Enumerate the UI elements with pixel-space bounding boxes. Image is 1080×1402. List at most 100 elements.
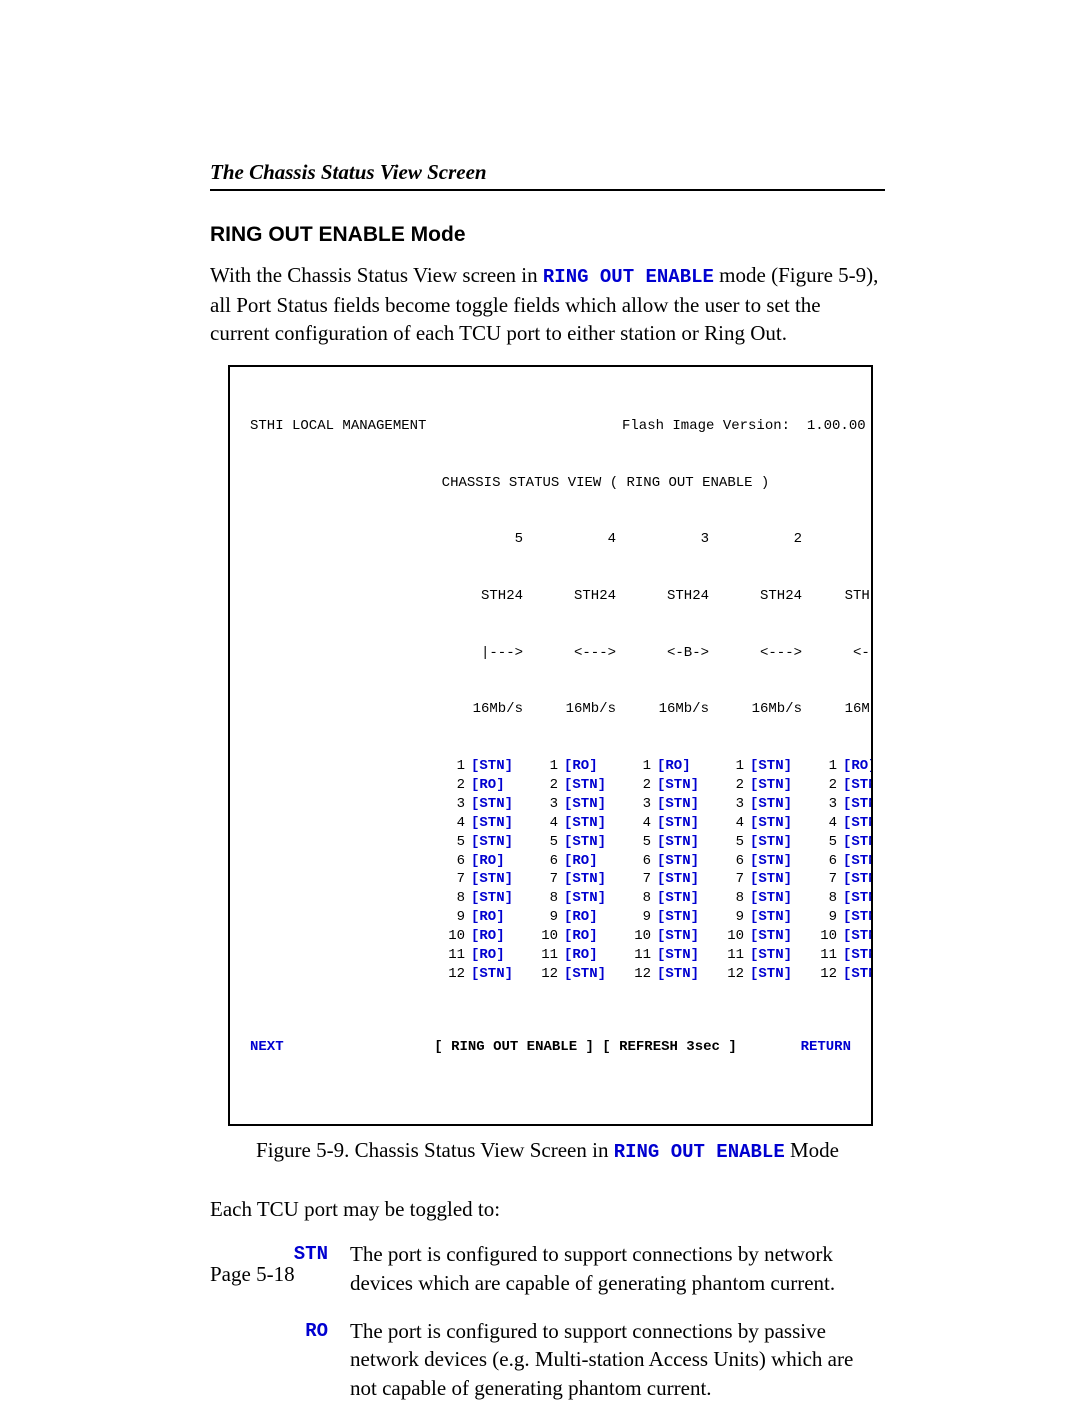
port-value[interactable]: [STN] (471, 870, 523, 889)
port-value[interactable]: [STN] (657, 795, 709, 814)
port-value[interactable]: [STN] (750, 757, 802, 776)
port-cell[interactable]: 11[RO] (523, 946, 616, 965)
port-cell[interactable]: 1[RO] (523, 757, 616, 776)
port-value[interactable]: [STN] (471, 889, 523, 908)
port-value[interactable]: [STN] (750, 927, 802, 946)
port-value[interactable]: [STN] (564, 833, 616, 852)
port-cell[interactable]: 7[STN] (616, 870, 709, 889)
port-cell[interactable]: 10[RO] (523, 927, 616, 946)
port-cell[interactable]: 11[RO] (430, 946, 523, 965)
port-cell[interactable]: 12[STN] (430, 965, 523, 984)
port-cell[interactable]: 7[STN] (523, 870, 616, 889)
port-cell[interactable]: 7[STN] (709, 870, 802, 889)
port-cell[interactable]: 5[STN] (802, 833, 873, 852)
port-value[interactable]: [STN] (471, 833, 523, 852)
port-value[interactable]: [STN] (843, 908, 873, 927)
port-cell[interactable]: 3[STN] (709, 795, 802, 814)
port-value[interactable]: [STN] (843, 814, 873, 833)
port-cell[interactable]: 8[STN] (430, 889, 523, 908)
port-cell[interactable]: 5[STN] (523, 833, 616, 852)
port-value[interactable]: [STN] (750, 776, 802, 795)
port-cell[interactable]: 12[STN] (523, 965, 616, 984)
term-next[interactable]: NEXT (250, 1038, 410, 1057)
port-cell[interactable]: 1[RO] (802, 757, 873, 776)
port-value[interactable]: [STN] (843, 833, 873, 852)
port-cell[interactable]: 8[STN] (802, 889, 873, 908)
port-cell[interactable]: 1[RO] (616, 757, 709, 776)
port-value[interactable]: [STN] (657, 870, 709, 889)
port-cell[interactable]: 7[STN] (802, 870, 873, 889)
port-value[interactable]: [STN] (657, 776, 709, 795)
port-cell[interactable]: 2[RO] (430, 776, 523, 795)
port-value[interactable]: [STN] (657, 833, 709, 852)
port-cell[interactable]: 4[STN] (709, 814, 802, 833)
port-value[interactable]: [RO] (564, 908, 616, 927)
port-value[interactable]: [STN] (750, 946, 802, 965)
port-cell[interactable]: 6[STN] (802, 852, 873, 871)
port-value[interactable]: [RO] (471, 852, 523, 871)
term-footer-center[interactable]: [ RING OUT ENABLE ] [ REFRESH 3sec ] (410, 1038, 761, 1057)
port-value[interactable]: [STN] (843, 795, 873, 814)
port-value[interactable]: [STN] (843, 889, 873, 908)
port-cell[interactable]: 3[STN] (430, 795, 523, 814)
port-cell[interactable]: 2[STN] (523, 776, 616, 795)
port-cell[interactable]: 8[STN] (709, 889, 802, 908)
port-value[interactable]: [STN] (843, 776, 873, 795)
port-value[interactable]: [RO] (657, 757, 709, 776)
port-cell[interactable]: 1[STN] (430, 757, 523, 776)
port-cell[interactable]: 9[STN] (616, 908, 709, 927)
port-value[interactable]: [STN] (750, 833, 802, 852)
term-return[interactable]: RETURN (761, 1038, 851, 1057)
port-cell[interactable]: 11[STN] (802, 946, 873, 965)
port-cell[interactable]: 12[STN] (709, 965, 802, 984)
port-cell[interactable]: 9[STN] (709, 908, 802, 927)
port-cell[interactable]: 2[STN] (616, 776, 709, 795)
port-cell[interactable]: 5[STN] (616, 833, 709, 852)
port-value[interactable]: [STN] (750, 908, 802, 927)
port-cell[interactable]: 4[STN] (802, 814, 873, 833)
port-value[interactable]: [STN] (843, 852, 873, 871)
port-cell[interactable]: 4[STN] (616, 814, 709, 833)
port-value[interactable]: [STN] (564, 965, 616, 984)
port-value[interactable]: [STN] (657, 814, 709, 833)
port-value[interactable]: [STN] (564, 814, 616, 833)
port-value[interactable]: [RO] (564, 946, 616, 965)
port-cell[interactable]: 11[STN] (616, 946, 709, 965)
port-value[interactable]: [RO] (564, 927, 616, 946)
port-value[interactable]: [STN] (471, 795, 523, 814)
port-cell[interactable]: 10[STN] (802, 927, 873, 946)
port-cell[interactable]: 1[STN] (709, 757, 802, 776)
port-cell[interactable]: 5[STN] (709, 833, 802, 852)
port-value[interactable]: [STN] (657, 908, 709, 927)
port-value[interactable]: [RO] (843, 757, 873, 776)
port-value[interactable]: [STN] (657, 965, 709, 984)
port-cell[interactable]: 9[STN] (802, 908, 873, 927)
port-cell[interactable]: 10[RO] (430, 927, 523, 946)
port-value[interactable]: [STN] (750, 889, 802, 908)
port-cell[interactable]: 5[STN] (430, 833, 523, 852)
port-value[interactable]: [RO] (564, 852, 616, 871)
port-value[interactable]: [STN] (843, 927, 873, 946)
port-value[interactable]: [RO] (471, 927, 523, 946)
port-value[interactable]: [STN] (657, 946, 709, 965)
port-value[interactable]: [RO] (564, 757, 616, 776)
port-value[interactable]: [STN] (843, 946, 873, 965)
port-value[interactable]: [STN] (750, 814, 802, 833)
port-cell[interactable]: 12[STN] (616, 965, 709, 984)
port-value[interactable]: [STN] (564, 776, 616, 795)
port-cell[interactable]: 8[STN] (616, 889, 709, 908)
port-value[interactable]: [STN] (657, 852, 709, 871)
port-cell[interactable]: 3[STN] (616, 795, 709, 814)
port-value[interactable]: [STN] (564, 870, 616, 889)
port-value[interactable]: [STN] (564, 889, 616, 908)
port-value[interactable]: [STN] (750, 870, 802, 889)
port-cell[interactable]: 4[STN] (430, 814, 523, 833)
port-cell[interactable]: 2[STN] (802, 776, 873, 795)
port-value[interactable]: [STN] (471, 814, 523, 833)
port-value[interactable]: [STN] (750, 852, 802, 871)
port-value[interactable]: [RO] (471, 946, 523, 965)
port-cell[interactable]: 11[STN] (709, 946, 802, 965)
port-cell[interactable]: 6[RO] (523, 852, 616, 871)
port-value[interactable]: [STN] (471, 965, 523, 984)
port-cell[interactable]: 4[STN] (523, 814, 616, 833)
